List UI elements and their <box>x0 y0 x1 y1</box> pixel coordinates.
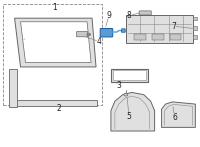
FancyBboxPatch shape <box>111 69 148 81</box>
Text: 6: 6 <box>172 113 177 122</box>
Text: 3: 3 <box>116 81 121 90</box>
FancyBboxPatch shape <box>193 17 197 20</box>
FancyBboxPatch shape <box>126 15 193 43</box>
FancyBboxPatch shape <box>113 70 146 80</box>
Circle shape <box>124 93 128 96</box>
Text: 9: 9 <box>107 11 111 20</box>
FancyBboxPatch shape <box>193 35 197 39</box>
FancyBboxPatch shape <box>152 34 164 40</box>
FancyBboxPatch shape <box>77 32 88 37</box>
Polygon shape <box>21 22 91 63</box>
Polygon shape <box>9 69 17 107</box>
Polygon shape <box>14 100 97 106</box>
FancyBboxPatch shape <box>134 34 146 40</box>
FancyBboxPatch shape <box>193 26 197 30</box>
Text: 1: 1 <box>52 3 57 12</box>
Text: 7: 7 <box>171 22 176 31</box>
FancyBboxPatch shape <box>139 11 151 15</box>
Text: 5: 5 <box>126 112 131 121</box>
Text: 8: 8 <box>126 11 131 20</box>
FancyBboxPatch shape <box>170 34 181 40</box>
Text: 4: 4 <box>97 37 101 46</box>
FancyBboxPatch shape <box>121 29 125 32</box>
FancyBboxPatch shape <box>100 29 113 37</box>
Text: 2: 2 <box>57 104 62 113</box>
Polygon shape <box>162 102 195 127</box>
Circle shape <box>87 33 90 36</box>
Polygon shape <box>15 18 96 67</box>
Polygon shape <box>111 92 155 131</box>
